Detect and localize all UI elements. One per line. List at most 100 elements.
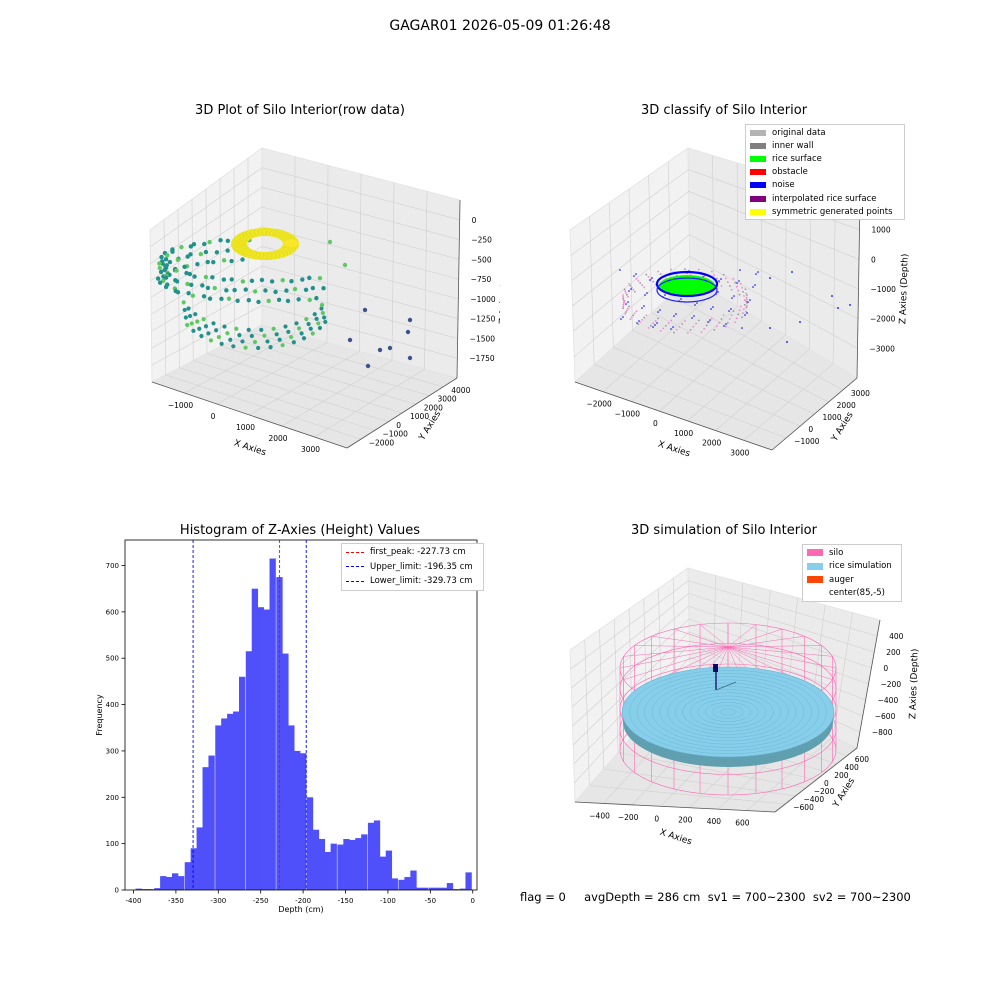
grid-line (177, 209, 180, 368)
legend-swatch (346, 551, 364, 553)
data-point (310, 285, 316, 291)
histogram-bar (177, 876, 185, 890)
data-point (183, 315, 188, 320)
data-point (633, 312, 636, 315)
data-point (736, 282, 738, 284)
data-point (744, 314, 746, 316)
data-point (737, 313, 740, 316)
grid-line (193, 360, 389, 423)
z-tick-label: 0 (472, 216, 477, 225)
histogram-bar (221, 718, 228, 890)
legend-label: rice surface (772, 153, 822, 164)
data-point (240, 339, 245, 344)
data-point (205, 285, 211, 291)
data-point (174, 279, 180, 284)
grid-line (688, 605, 872, 669)
z-tick-label: −800 (872, 728, 893, 737)
grid-line (571, 593, 689, 689)
data-point (243, 345, 248, 350)
histogram-bar (324, 851, 331, 890)
data-point (256, 299, 261, 305)
legend-label: original data (772, 127, 826, 138)
data-point (221, 258, 227, 263)
grid-line (359, 173, 362, 352)
data-point (407, 355, 413, 361)
grid-line (261, 206, 460, 260)
histogram-bar (422, 887, 429, 890)
histogram-bar (410, 870, 417, 890)
histogram-bar (147, 889, 154, 890)
data-point (743, 295, 745, 297)
data-point (728, 310, 730, 312)
data-point (240, 257, 245, 262)
histogram-bar (318, 839, 326, 890)
data-point (744, 288, 747, 291)
data-point (726, 321, 729, 324)
data-point (377, 347, 383, 353)
legend-label: inner wall (772, 140, 814, 151)
data-point (743, 299, 746, 301)
data-point (632, 314, 635, 317)
plot4-title: 3D simulation of Silo Interior (631, 523, 817, 538)
data-point (743, 308, 745, 310)
legend-swatch (750, 208, 766, 215)
y-tick-label: 400 (106, 701, 119, 709)
z-tick-label: 0 (883, 664, 888, 673)
data-point (181, 300, 186, 305)
data-point (711, 270, 713, 273)
grid-line (572, 618, 690, 727)
data-point (185, 281, 190, 287)
data-point (306, 321, 311, 327)
data-point (694, 304, 696, 306)
data-point (696, 302, 698, 304)
y-tick-label: −2000 (369, 438, 395, 447)
grid-line (571, 606, 689, 708)
x-tick-label: −1000 (168, 401, 194, 410)
data-point (697, 319, 700, 322)
grid-line (179, 367, 375, 431)
histogram-bar (452, 889, 460, 890)
data-point (191, 242, 197, 247)
y-tick-label: 3000 (438, 395, 457, 404)
data-point (222, 324, 227, 329)
data-point (323, 319, 328, 325)
rice-grid (629, 670, 827, 754)
histogram-bar (251, 588, 259, 890)
data-point (219, 296, 224, 302)
data-point (680, 298, 682, 300)
data-point (624, 290, 627, 292)
data-point (672, 326, 674, 328)
grid-line (261, 265, 459, 319)
histogram-bar (428, 887, 436, 890)
grid-line (688, 212, 859, 290)
data-point (622, 316, 624, 318)
data-point (628, 305, 631, 308)
y-tick-label: 100 (106, 840, 119, 848)
data-point (365, 363, 371, 369)
data-point (636, 322, 638, 324)
silo-roof-wire (727, 646, 833, 657)
data-point (831, 295, 833, 297)
data-point (187, 271, 193, 277)
histogram-bar (404, 877, 411, 890)
legend-entry: inner wall (750, 139, 900, 152)
axis-line (346, 377, 458, 449)
data-point (654, 324, 656, 326)
data-point (157, 280, 163, 285)
data-point (657, 270, 659, 273)
legend-entry: rice surface (750, 152, 900, 165)
data-point (637, 279, 640, 282)
legend-entry: rice simulation (807, 560, 897, 574)
data-point (643, 286, 646, 289)
data-point (757, 271, 759, 273)
data-point (670, 268, 673, 271)
axis-line (574, 801, 776, 813)
plot2-points (619, 268, 851, 343)
histogram-bar (245, 651, 253, 890)
data-point (256, 345, 261, 351)
grid-line (391, 182, 395, 361)
data-point (707, 321, 709, 323)
data-point (745, 310, 747, 313)
data-point (280, 278, 285, 283)
legend-label: auger (829, 574, 854, 585)
